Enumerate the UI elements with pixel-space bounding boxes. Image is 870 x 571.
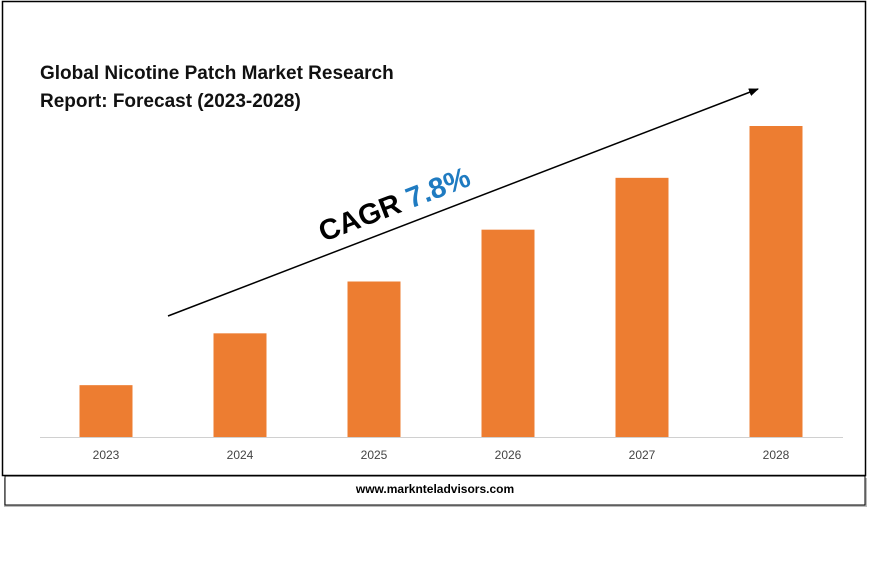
x-tick-label: 2026 bbox=[495, 448, 522, 462]
bar bbox=[347, 281, 401, 437]
footer-box bbox=[4, 475, 866, 506]
chart-title: Report: Forecast (2023-2028) bbox=[40, 91, 301, 112]
x-tick-label: 2025 bbox=[361, 448, 388, 462]
x-tick-label: 2023 bbox=[93, 448, 120, 462]
x-tick-label: 2027 bbox=[629, 448, 656, 462]
x-tick-label: 2024 bbox=[227, 448, 254, 462]
x-tick-label: 2028 bbox=[763, 448, 790, 462]
bar bbox=[79, 385, 133, 437]
bar bbox=[749, 126, 803, 437]
bar bbox=[213, 333, 267, 437]
footer-text: www.marknteladvisors.com bbox=[355, 482, 514, 496]
chart-title: Global Nicotine Patch Market Research bbox=[40, 63, 394, 84]
bar bbox=[481, 229, 535, 437]
bar bbox=[615, 177, 669, 438]
trend-arrow bbox=[167, 88, 759, 317]
chart-frame bbox=[1, 0, 867, 477]
